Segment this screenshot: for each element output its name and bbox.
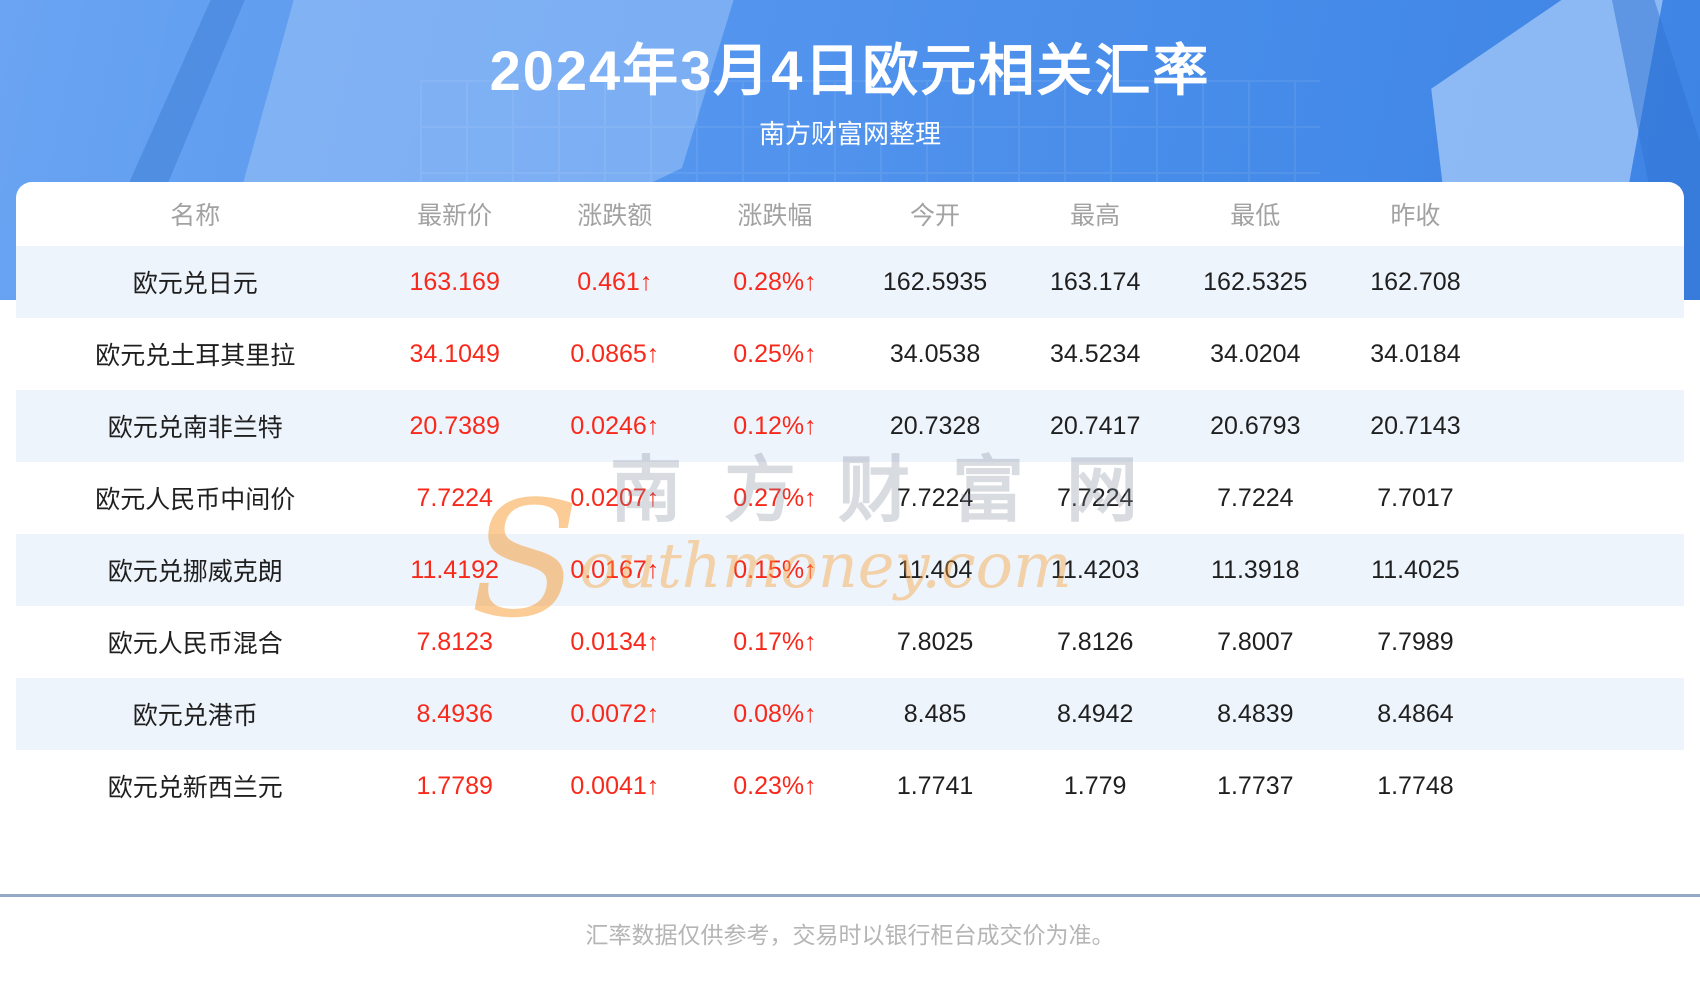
low-price: 11.3918 xyxy=(1211,555,1300,584)
pair-name: 欧元兑新西兰元 xyxy=(107,774,283,802)
high-price: 1.779 xyxy=(1063,771,1127,800)
prev-close-price: 8.4864 xyxy=(1377,699,1454,728)
change-amount: 0.0134↑ xyxy=(570,627,660,656)
table-header-row: 名称 最新价 涨跌额 涨跌幅 今开 最高 最低 昨收 xyxy=(16,182,1684,246)
latest-price: 1.7789 xyxy=(416,771,493,800)
col-header-prev-close: 昨收 xyxy=(1390,202,1441,230)
change-amount: 0.0072↑ xyxy=(570,699,660,728)
change-percent: 0.25%↑ xyxy=(733,339,817,368)
pair-name: 欧元兑港币 xyxy=(132,702,258,730)
table-row: 欧元兑挪威克朗 11.4192 0.0167↑ 0.15%↑ 11.404 11… xyxy=(16,534,1684,606)
open-price: 162.5935 xyxy=(882,267,988,296)
latest-price: 8.4936 xyxy=(416,699,493,728)
change-amount: 0.0246↑ xyxy=(570,411,660,440)
change-amount: 0.0167↑ xyxy=(570,555,660,584)
col-header-change: 涨跌额 xyxy=(577,202,653,230)
pair-name: 欧元兑土耳其里拉 xyxy=(95,342,296,370)
table-row: 欧元兑日元 163.169 0.461↑ 0.28%↑ 162.5935 163… xyxy=(16,246,1684,318)
prev-close-price: 162.708 xyxy=(1370,267,1461,296)
prev-close-price: 7.7017 xyxy=(1377,483,1454,512)
low-price: 8.4839 xyxy=(1217,699,1294,728)
open-price: 11.404 xyxy=(897,555,973,584)
low-price: 7.8007 xyxy=(1217,627,1294,656)
change-percent: 0.23%↑ xyxy=(733,771,817,800)
col-header-change-pct: 涨跌幅 xyxy=(737,202,813,230)
col-header-name: 名称 xyxy=(170,202,221,230)
low-price: 7.7224 xyxy=(1217,483,1294,512)
col-header-latest: 最新价 xyxy=(417,202,493,230)
page-subtitle: 南方财富网整理 xyxy=(758,119,941,149)
pair-name: 欧元兑日元 xyxy=(132,270,258,298)
latest-price: 20.7389 xyxy=(409,411,500,440)
prev-close-price: 20.7143 xyxy=(1370,411,1461,440)
change-percent: 0.17%↑ xyxy=(733,627,817,656)
footer-divider xyxy=(0,894,1700,897)
open-price: 7.7224 xyxy=(896,483,974,512)
change-amount: 0.0041↑ xyxy=(570,771,660,800)
page-title: 2024年3月4日欧元相关汇率 xyxy=(489,39,1211,102)
prev-close-price: 11.4025 xyxy=(1371,555,1460,584)
table-row: 欧元兑港币 8.4936 0.0072↑ 0.08%↑ 8.485 8.4942… xyxy=(16,678,1684,750)
latest-price: 11.4192 xyxy=(410,555,499,584)
change-amount: 0.0865↑ xyxy=(570,339,660,368)
pair-name: 欧元人民币中间价 xyxy=(95,486,296,514)
open-price: 1.7741 xyxy=(896,771,974,800)
latest-price: 34.1049 xyxy=(409,339,500,368)
pair-name: 欧元兑挪威克朗 xyxy=(107,558,283,586)
open-price: 34.0538 xyxy=(889,339,981,368)
open-price: 8.485 xyxy=(903,699,967,728)
table-row: 欧元兑土耳其里拉 34.1049 0.0865↑ 0.25%↑ 34.0538 … xyxy=(16,318,1684,390)
high-price: 11.4203 xyxy=(1050,555,1140,584)
pair-name: 欧元人民币混合 xyxy=(107,630,283,658)
high-price: 8.4942 xyxy=(1056,699,1134,728)
change-percent: 0.28%↑ xyxy=(733,267,817,296)
change-amount: 0.0207↑ xyxy=(570,483,660,512)
high-price: 7.8126 xyxy=(1056,627,1134,656)
latest-price: 7.8123 xyxy=(416,627,493,656)
prev-close-price: 1.7748 xyxy=(1377,771,1454,800)
table-row: 欧元人民币混合 7.8123 0.0134↑ 0.17%↑ 7.8025 7.8… xyxy=(16,606,1684,678)
low-price: 162.5325 xyxy=(1203,267,1308,296)
low-price: 34.0204 xyxy=(1210,339,1301,368)
prev-close-price: 7.7989 xyxy=(1377,627,1454,656)
change-percent: 0.12%↑ xyxy=(733,411,817,440)
pair-name: 欧元兑南非兰特 xyxy=(107,414,283,442)
open-price: 7.8025 xyxy=(896,627,974,656)
open-price: 20.7328 xyxy=(889,411,981,440)
low-price: 20.6793 xyxy=(1210,411,1301,440)
latest-price: 7.7224 xyxy=(416,483,493,512)
col-header-low: 最低 xyxy=(1230,202,1281,230)
table-row: 欧元兑南非兰特 20.7389 0.0246↑ 0.12%↑ 20.7328 2… xyxy=(16,390,1684,462)
low-price: 1.7737 xyxy=(1217,771,1294,800)
disclaimer-note: 汇率数据仅供参考，交易时以银行柜台成交价为准。 xyxy=(585,922,1115,948)
change-amount: 0.461↑ xyxy=(577,267,653,296)
high-price: 163.174 xyxy=(1049,267,1141,296)
prev-close-price: 34.0184 xyxy=(1370,339,1461,368)
col-header-high: 最高 xyxy=(1070,202,1121,230)
table-row: 欧元兑新西兰元 1.7789 0.0041↑ 0.23%↑ 1.7741 1.7… xyxy=(16,750,1684,822)
high-price: 34.5234 xyxy=(1049,339,1141,368)
high-price: 7.7224 xyxy=(1056,483,1134,512)
change-percent: 0.15%↑ xyxy=(733,555,817,584)
table-row: 欧元人民币中间价 7.7224 0.0207↑ 0.27%↑ 7.7224 7.… xyxy=(16,462,1684,534)
latest-price: 163.169 xyxy=(409,267,500,296)
high-price: 20.7417 xyxy=(1049,411,1141,440)
change-percent: 0.08%↑ xyxy=(733,699,817,728)
col-header-open: 今开 xyxy=(910,202,961,230)
change-percent: 0.27%↑ xyxy=(733,483,817,512)
rates-card: 名称 最新价 涨跌额 涨跌幅 今开 最高 最低 昨收 欧元兑日元 163.169… xyxy=(16,182,1684,822)
